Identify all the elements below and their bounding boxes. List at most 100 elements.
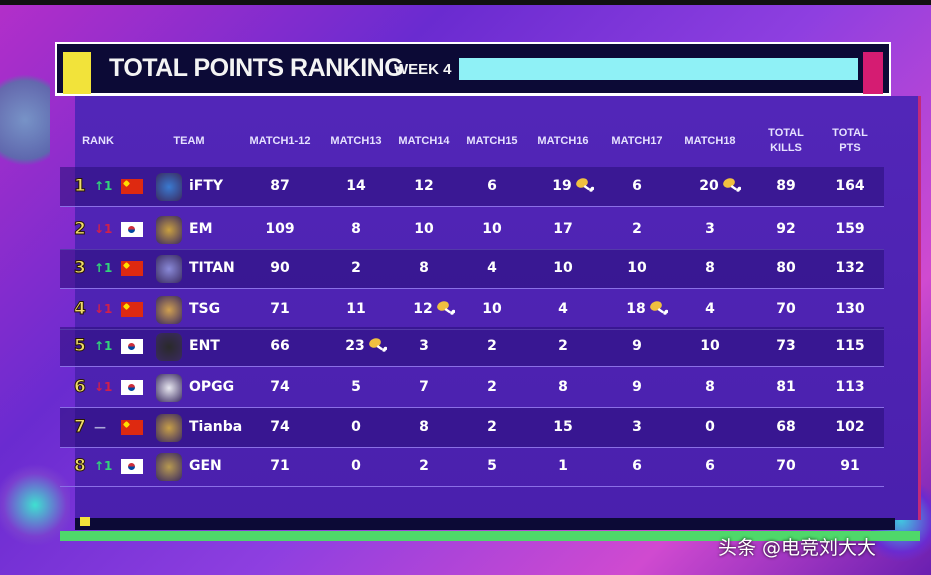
chicken-dinner-icon [649, 301, 669, 315]
accent-bar [459, 58, 858, 80]
match-points: 2 [326, 260, 386, 276]
match-points: 8 [680, 260, 740, 276]
column-header: TOTAL KILLS [768, 127, 804, 154]
team-logo-icon [156, 333, 182, 361]
table-row: 3 ↑1 TITAN 90 2 8 4 10 10 8 80 132 [60, 249, 884, 289]
column-header: MATCH1-12 [249, 135, 311, 147]
total-points: 159 [835, 221, 865, 237]
points-value: 74 [270, 379, 290, 395]
column-header: MATCH14 [398, 135, 450, 147]
total-points: 102 [835, 419, 865, 435]
points-value: 2 [351, 260, 361, 276]
points-value: 8 [419, 419, 429, 435]
match-points: 10 [533, 260, 593, 276]
points-value: 10 [627, 260, 647, 276]
table-row: 8 ↑1 GEN 71 0 2 5 1 6 6 70 91 [60, 447, 884, 487]
match-points: 66 [250, 338, 310, 354]
background-decoration [0, 60, 50, 180]
match-points: 6 [462, 178, 522, 194]
points-value: 12 [413, 301, 433, 317]
rank-number: 2 [74, 219, 87, 240]
match-points: 12 [394, 178, 454, 194]
week-label: WEEK 4 [394, 61, 452, 78]
total-points: 115 [835, 338, 865, 354]
total-kills: 89 [776, 178, 796, 194]
match-points: 8 [394, 260, 454, 276]
points-value: 90 [270, 260, 290, 276]
points-value: 19 [552, 178, 572, 194]
accent-block [863, 52, 883, 94]
match-points: 10 [394, 221, 454, 237]
rank-number: 6 [74, 377, 87, 398]
match-points: 14 [326, 178, 386, 194]
match-points: 71 [250, 301, 310, 317]
points-value: 20 [699, 178, 719, 194]
table-row: 4 ↓1 TSG 71 11 12 10 4 18 4 70 130 [60, 290, 884, 330]
team-name: TITAN [189, 260, 235, 276]
points-value: 2 [632, 221, 642, 237]
top-strip [0, 0, 931, 5]
points-value: 2 [487, 338, 497, 354]
team-logo-icon [156, 296, 182, 324]
team-name: EM [189, 221, 213, 237]
table-row: 6 ↓1 OPGG 74 5 7 2 8 9 8 81 113 [60, 368, 884, 408]
match-points: 2 [607, 221, 667, 237]
total-kills: 73 [776, 338, 796, 354]
points-value: 109 [265, 221, 295, 237]
flag-kr-icon [121, 459, 143, 474]
points-value: 0 [351, 419, 361, 435]
points-value: 10 [482, 221, 502, 237]
chicken-dinner-icon [575, 178, 595, 192]
points-value: 10 [553, 260, 573, 276]
match-points: 4 [680, 301, 740, 317]
total-kills: 80 [776, 260, 796, 276]
rank-number: 4 [74, 299, 87, 320]
match-points: 0 [326, 458, 386, 474]
match-points: 74 [250, 379, 310, 395]
flag-cn-icon [121, 179, 143, 194]
total-kills: 70 [776, 301, 796, 317]
match-points: 3 [680, 221, 740, 237]
rank-change-up: ↑1 [94, 339, 113, 353]
background-decoration [0, 460, 70, 550]
match-points: 0 [680, 419, 740, 435]
points-value: 66 [270, 338, 290, 354]
column-header: MATCH15 [466, 135, 518, 147]
accent-block [80, 517, 90, 526]
total-points: 91 [840, 458, 860, 474]
column-header: TOTAL PTS [832, 127, 868, 154]
team-logo-icon [156, 173, 182, 201]
points-value: 8 [705, 379, 715, 395]
table-row: 1 ↑1 iFTY 87 14 12 6 19 6 20 89 164 [60, 167, 884, 207]
total-points: 132 [835, 260, 865, 276]
column-header: MATCH16 [537, 135, 589, 147]
points-value: 6 [632, 458, 642, 474]
match-points: 74 [250, 419, 310, 435]
points-value: 71 [270, 458, 290, 474]
rank-change-down: ↓1 [94, 302, 113, 316]
match-points: 12 [404, 301, 464, 317]
match-points: 17 [533, 221, 593, 237]
points-value: 9 [632, 338, 642, 354]
total-points: 113 [835, 379, 865, 395]
rank-number: 8 [74, 456, 87, 477]
match-points: 3 [394, 338, 454, 354]
match-points: 5 [462, 458, 522, 474]
table-row: 2 ↓1 EM 109 8 10 10 17 2 3 92 159 [60, 210, 884, 250]
match-points: 11 [326, 301, 386, 317]
points-value: 1 [558, 458, 568, 474]
points-value: 3 [419, 338, 429, 354]
rank-change-up: ↑1 [94, 179, 113, 193]
chicken-dinner-icon [436, 301, 456, 315]
match-points: 2 [394, 458, 454, 474]
match-points: 7 [394, 379, 454, 395]
points-value: 23 [345, 338, 365, 354]
title-bar: TOTAL POINTS RANKING WEEK 4 [55, 42, 891, 96]
match-points: 109 [250, 221, 310, 237]
column-header: RANK [82, 135, 114, 147]
rank-change-down: ↓1 [94, 222, 113, 236]
points-value: 3 [632, 419, 642, 435]
flag-cn-icon [121, 261, 143, 276]
points-value: 9 [632, 379, 642, 395]
match-points: 3 [607, 419, 667, 435]
